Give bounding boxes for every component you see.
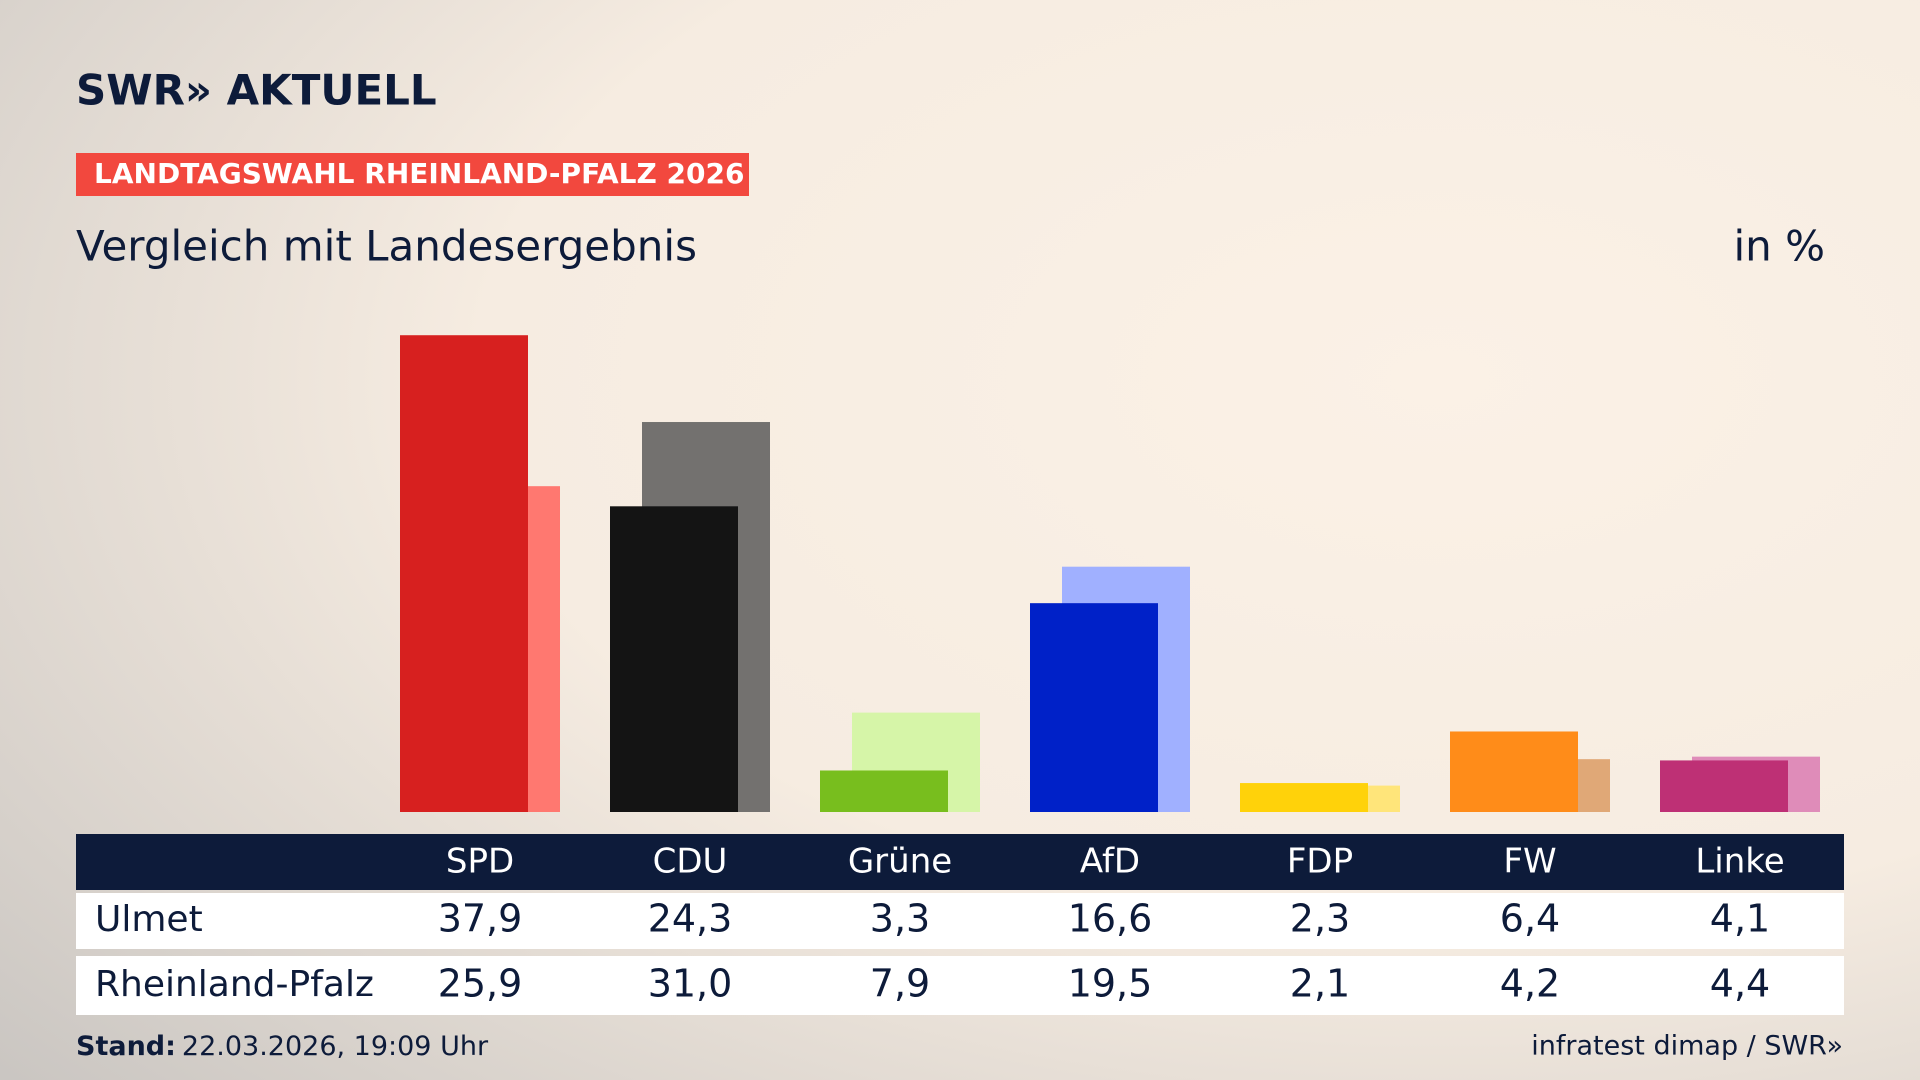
column-header: AfD: [1080, 842, 1140, 882]
value-label: 2,1: [1290, 962, 1350, 1006]
value-label: 24,3: [648, 897, 733, 941]
column-header: SPD: [446, 842, 514, 882]
value-label: 31,0: [648, 962, 733, 1006]
bar: [820, 770, 948, 812]
bar: [1450, 731, 1578, 812]
table-row: [76, 893, 1844, 949]
value-label: 4,1: [1710, 897, 1770, 941]
footer-stand: Stand: 22.03.2026, 19:09 Uhr: [76, 1031, 489, 1062]
row-label: Ulmet: [95, 899, 203, 940]
value-label: 4,4: [1710, 962, 1770, 1006]
source: infratest dimap / SWR»: [1531, 1031, 1843, 1062]
chart-title: Vergleich mit Landesergebnis: [76, 222, 697, 271]
bar: [610, 506, 738, 812]
unit-label: in %: [1733, 222, 1825, 271]
value-label: 25,9: [438, 962, 523, 1006]
bar: [1240, 783, 1368, 812]
column-header: FW: [1503, 842, 1556, 882]
value-label: 16,6: [1068, 897, 1153, 941]
value-label: 4,2: [1500, 962, 1560, 1006]
kicker: LANDTAGSWAHL RHEINLAND-PFALZ 2026: [94, 157, 744, 190]
table-header: [76, 834, 1844, 890]
bar: [400, 335, 528, 812]
row-label: Rheinland-Pfalz: [95, 964, 374, 1005]
value-label: 2,3: [1290, 897, 1350, 941]
column-header: FDP: [1287, 842, 1353, 882]
bar: [1660, 760, 1788, 812]
value-label: 6,4: [1500, 897, 1560, 941]
footer-label: Stand:: [76, 1031, 176, 1062]
column-header: Grüne: [848, 842, 952, 882]
value-label: 3,3: [870, 897, 930, 941]
value-label: 37,9: [438, 897, 523, 941]
footer-date: 22.03.2026, 19:09 Uhr: [182, 1031, 489, 1062]
value-label: 19,5: [1068, 962, 1153, 1006]
bar: [1030, 603, 1158, 812]
table-row: [76, 956, 1844, 1015]
brand-logo: SWR» AKTUELL: [76, 66, 437, 115]
kicker-box: [76, 153, 749, 196]
column-header: Linke: [1695, 842, 1784, 882]
column-header: CDU: [653, 842, 728, 882]
value-label: 7,9: [870, 962, 930, 1006]
